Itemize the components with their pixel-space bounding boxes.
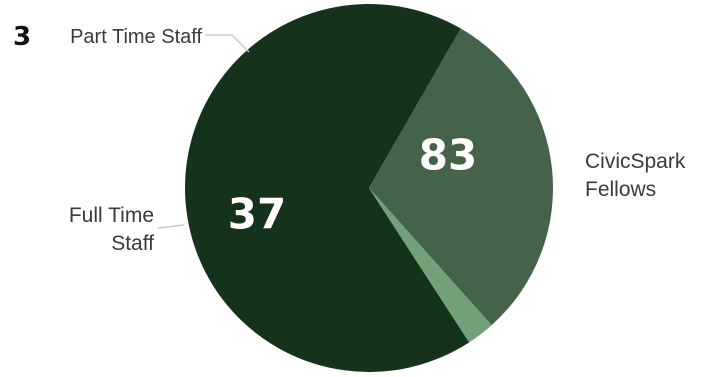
pie-slice-civicspark-fellows [185,3,470,372]
pie-slice-full-time-staff [369,28,554,326]
category-label-full-time-staff-line-2: Staff [111,232,154,255]
category-label-full-time-staff-line-1: Full Time [69,204,154,227]
category-label-civicspark-fellows-line-1: CivicSpark [585,150,686,173]
value-label-civicspark-fellows: 83 [419,131,477,180]
category-label-part-time-staff: Part Time Staff [70,26,202,48]
category-label-civicspark-fellows-line-2: Fellows [585,178,656,201]
pie-slice-part-time-staff [369,188,492,343]
leader-line-full-time-staff [157,224,185,229]
value-label-part-time-staff: 3 [13,22,31,52]
value-label-full-time-staff: 37 [228,190,286,239]
leader-line-part-time-staff [205,34,250,53]
